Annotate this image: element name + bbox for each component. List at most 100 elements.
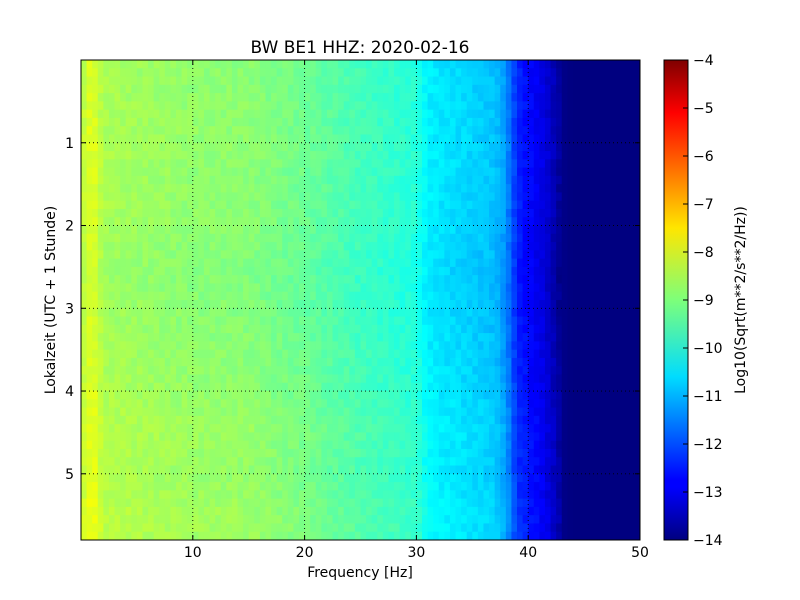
spectrogram-cell (421, 233, 429, 243)
spectrogram-cell (360, 391, 367, 400)
spectrogram-cell (103, 341, 110, 351)
spectrogram-cell (606, 407, 613, 417)
spectrogram-cell (271, 242, 278, 251)
spectrogram-cell (192, 200, 199, 210)
spectrogram-cell (287, 399, 295, 409)
spectrogram-cell (511, 341, 518, 351)
spectrogram-cell (198, 333, 205, 342)
spectrogram-cell (589, 415, 596, 425)
spectrogram-cell (377, 333, 384, 342)
spectrogram-cell (220, 440, 227, 450)
spectrogram-cell (299, 109, 306, 119)
spectrogram-cell (472, 266, 479, 276)
spectrogram-cell (567, 316, 574, 326)
spectrogram-cell (634, 101, 640, 111)
spectrogram-cell (483, 258, 490, 268)
spectrogram-cell (449, 142, 457, 152)
spectrogram-cell (483, 366, 490, 376)
spectrogram-cell (405, 60, 412, 69)
spectrogram-cell (97, 184, 104, 194)
spectrogram-cell (332, 448, 339, 458)
spectrogram-cell (326, 399, 334, 409)
spectrogram-cell (388, 382, 395, 392)
spectrogram-cell (461, 275, 468, 285)
spectrogram-cell (164, 192, 172, 202)
spectrogram-cell (231, 391, 239, 400)
spectrogram-cell (332, 333, 339, 342)
spectrogram-cell (276, 291, 283, 301)
spectrogram-cell (231, 101, 239, 111)
spectrogram-cell (243, 324, 250, 334)
spectrogram-cell (326, 308, 334, 318)
spectrogram-cell (287, 101, 295, 111)
spectrogram-cell (410, 349, 417, 359)
spectrogram-cell (170, 93, 177, 102)
spectrogram-cell (500, 68, 507, 78)
spectrogram-cell (382, 109, 390, 119)
spectrogram-cell (600, 366, 608, 376)
spectrogram-cell (282, 208, 289, 218)
spectrogram-cell (371, 126, 378, 136)
spectrogram-cell (259, 465, 267, 475)
spectrogram-cell (148, 424, 155, 434)
spectrogram-cell (231, 159, 239, 169)
spectrogram-cell (416, 242, 423, 251)
spectrogram-cell (606, 308, 613, 318)
spectrogram-cell (354, 448, 362, 458)
spectrogram-cell (349, 291, 356, 301)
spectrogram-cell (254, 357, 261, 367)
spectrogram-cell (399, 300, 406, 309)
spectrogram-cell (276, 134, 283, 144)
spectrogram-cell (584, 76, 591, 86)
spectrogram-cell (315, 349, 322, 359)
spectrogram-cell (332, 300, 339, 309)
spectrogram-cell (259, 117, 267, 127)
spectrogram-cell (394, 233, 401, 243)
spectrogram-cell (416, 258, 423, 268)
spectrogram-cell (388, 366, 395, 376)
spectrogram-cell (226, 84, 233, 94)
spectrogram-cell (544, 341, 552, 351)
spectrogram-cell (455, 407, 462, 417)
spectrogram-cell (226, 233, 233, 243)
spectrogram-cell (623, 84, 630, 94)
spectrogram-cell (181, 283, 188, 293)
spectrogram-cell (438, 233, 445, 243)
spectrogram-cell (326, 225, 334, 235)
spectrogram-cell (444, 283, 451, 293)
spectrogram-cell (522, 382, 529, 392)
spectrogram-cell (103, 266, 110, 276)
spectrogram-cell (326, 258, 334, 268)
spectrogram-cell (243, 117, 250, 127)
spectrogram-cell (287, 184, 295, 194)
spectrogram-cell (254, 407, 261, 417)
spectrogram-cell (315, 415, 322, 425)
spectrogram-cell (623, 68, 630, 78)
spectrogram-cell (114, 134, 121, 144)
spectrogram-cell (276, 457, 283, 467)
spectrogram-cell (421, 225, 429, 235)
spectrogram-cell (511, 142, 518, 152)
spectrogram-cell (517, 93, 524, 102)
spectrogram-cell (81, 68, 88, 78)
spectrogram-cell (215, 242, 222, 251)
spectrogram-cell (377, 291, 384, 301)
spectrogram-cell (215, 101, 222, 111)
spectrogram-cell (237, 250, 244, 260)
spectrogram-cell (533, 407, 540, 417)
spectrogram-cell (131, 308, 138, 318)
spectrogram-cell (276, 424, 283, 434)
spectrogram-cell (254, 117, 261, 127)
spectrogram-cell (114, 391, 121, 400)
spectrogram-cell (511, 300, 518, 309)
spectrogram-cell (125, 448, 132, 458)
spectrogram-cell (416, 142, 423, 152)
spectrogram-cell (394, 242, 401, 251)
spectrogram-cell (265, 440, 272, 450)
spectrogram-cell (433, 175, 440, 185)
spectrogram-cell (600, 109, 608, 119)
spectrogram-cell (539, 242, 546, 251)
spectrogram-cell (567, 424, 574, 434)
spectrogram-cell (455, 366, 462, 376)
spectrogram-cell (215, 374, 222, 384)
